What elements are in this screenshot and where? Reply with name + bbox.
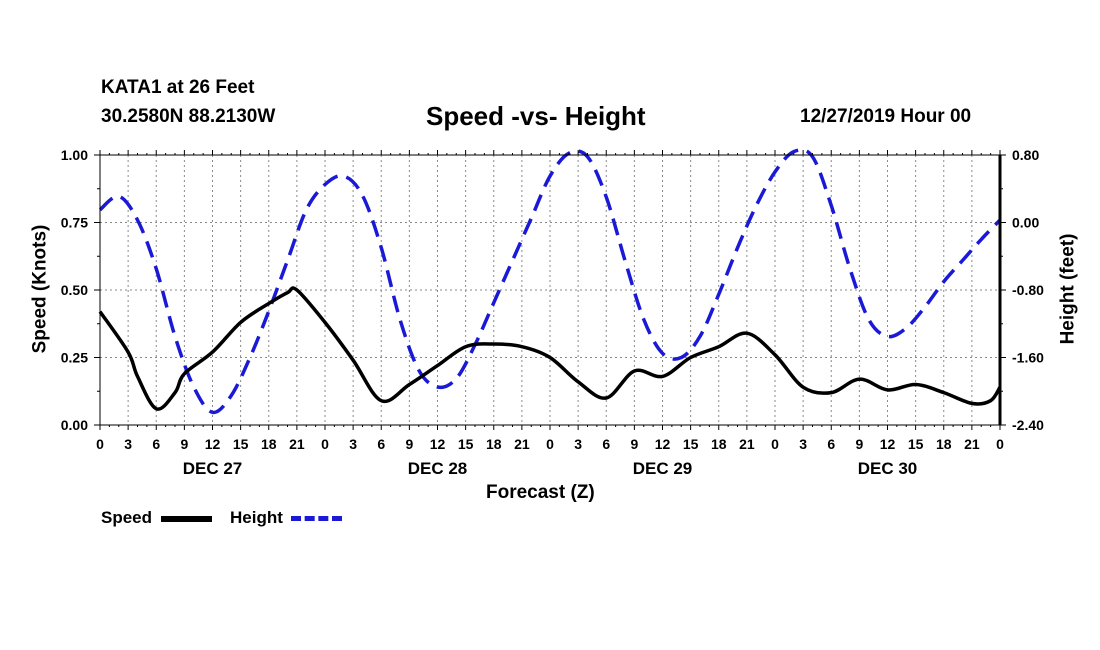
x-tick-label: 18 [936, 436, 952, 452]
x-tick-label: 6 [827, 436, 835, 452]
x-tick-label: 0 [321, 436, 329, 452]
x-tick-label: 12 [880, 436, 896, 452]
x-tick-label: 6 [377, 436, 385, 452]
x-tick-label: 12 [205, 436, 221, 452]
x-tick-label: 15 [908, 436, 924, 452]
speed-series-line [98, 286, 1002, 411]
x-tick-label: 3 [349, 436, 357, 452]
coordinates-label: 30.2580N 88.2130W [101, 106, 276, 127]
y-right-tick-label: 0.80 [1012, 147, 1039, 163]
y-right-tick-label: -0.80 [1012, 282, 1044, 298]
y-right-tick-label: -2.40 [1012, 417, 1044, 433]
x-tick-label: 15 [233, 436, 249, 452]
chart-title: Speed -vs- Height [426, 101, 646, 131]
y-axis-left-title: Speed (Knots) [29, 224, 51, 354]
y-axis-right-title: Height (feet) [1057, 233, 1079, 345]
x-tick-label: 6 [602, 436, 610, 452]
x-tick-label: 9 [180, 436, 188, 452]
x-tick-label: 18 [261, 436, 277, 452]
date-label: DEC 28 [408, 459, 468, 478]
axes [94, 150, 1006, 430]
x-tick-label: 18 [486, 436, 502, 452]
date-label: DEC 30 [858, 459, 918, 478]
x-tick-label: 21 [289, 436, 305, 452]
series-layer [98, 147, 1002, 415]
x-tick-label: 0 [996, 436, 1004, 452]
x-tick-label: 3 [124, 436, 132, 452]
x-tick-label: 3 [574, 436, 582, 452]
x-tick-label: 15 [683, 436, 699, 452]
x-tick-label: 21 [964, 436, 980, 452]
y-left-tick-label: 0.75 [61, 215, 88, 231]
y-left-tick-label: 0.00 [61, 417, 88, 433]
x-tick-label: 6 [152, 436, 160, 452]
x-tick-label: 21 [739, 436, 755, 452]
legend-height-label: Height [230, 508, 283, 527]
grid [100, 155, 1000, 425]
x-tick-label: 21 [514, 436, 530, 452]
legend-speed-swatch [161, 516, 212, 522]
x-tick-label: 9 [630, 436, 638, 452]
x-tick-label: 0 [771, 436, 779, 452]
y-left-tick-label: 1.00 [61, 147, 88, 163]
x-axis-title: Forecast (Z) [486, 482, 595, 503]
y-left-tick-label: 0.50 [61, 282, 88, 298]
height-series-line [98, 147, 1002, 415]
legend-height-swatch [291, 516, 342, 521]
x-tick-label: 18 [711, 436, 727, 452]
x-tick-label: 12 [430, 436, 446, 452]
y-right-tick-label: -1.60 [1012, 350, 1044, 366]
x-tick-label: 9 [855, 436, 863, 452]
x-tick-label: 12 [655, 436, 671, 452]
date-label: DEC 27 [183, 459, 243, 478]
y-left-tick-label: 0.25 [61, 350, 88, 366]
legend-speed-label: Speed [101, 508, 153, 527]
y-right-tick-label: 0.00 [1012, 215, 1039, 231]
x-tick-label: 15 [458, 436, 474, 452]
x-tick-label: 0 [546, 436, 554, 452]
tick-labels: 0 3 6 9 12 15 18 21 0 3 6 9 12 15 18 21 0 3 6 9 12 15 18 21 0 3 6 9… [61, 147, 1044, 478]
forecast-timestamp: 12/27/2019 Hour 00 [800, 106, 972, 127]
x-tick-label: 9 [405, 436, 413, 452]
date-label: DEC 29 [633, 459, 693, 478]
x-tick-label: 0 [96, 436, 104, 452]
station-label: KATA1 at 26 Feet [101, 77, 255, 98]
x-tick-label: 3 [799, 436, 807, 452]
